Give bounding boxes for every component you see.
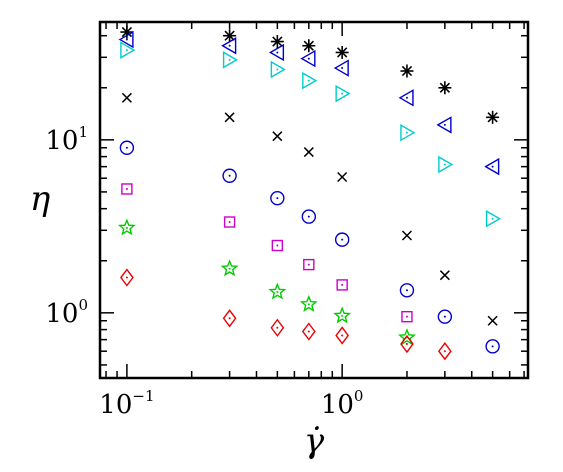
data-point-star <box>268 282 287 300</box>
data-point-triangle-right <box>120 41 136 59</box>
data-point-asterisk <box>270 35 284 49</box>
data-point-square <box>401 310 413 323</box>
data-point-triangle-left <box>484 157 500 176</box>
y-tick-label: 100 <box>45 296 88 329</box>
data-point-circle <box>334 232 350 247</box>
data-point-asterisk <box>486 110 500 124</box>
y-axis-label: η <box>30 179 51 219</box>
x-tick-label: 100 <box>321 387 364 420</box>
x-tick-labels: 10−1 100 <box>99 387 363 420</box>
data-point-triangle-right <box>400 123 416 142</box>
data-point-circle <box>270 190 285 206</box>
data-point-star <box>220 259 239 277</box>
data-point-cross <box>303 147 314 158</box>
data-point-triangle-right <box>438 155 454 174</box>
data-point-star <box>333 306 352 324</box>
data-point-square <box>223 216 236 228</box>
data-point-star <box>117 218 136 236</box>
data-point-triangle-left <box>436 116 452 134</box>
data-point-asterisk <box>120 25 134 39</box>
data-point-cross <box>121 92 132 103</box>
data-points <box>117 25 502 361</box>
data-point-cross <box>337 171 348 183</box>
x-axis-label: γ̇ <box>304 421 325 461</box>
data-point-triangle-left <box>268 43 285 62</box>
data-point-cross <box>401 230 412 241</box>
data-point-circle <box>399 283 415 298</box>
data-point-asterisk <box>223 29 237 43</box>
data-point-circle <box>119 140 135 155</box>
data-point-circle <box>222 168 237 183</box>
data-point-square <box>271 239 284 252</box>
data-point-triangle-left <box>118 30 134 49</box>
data-point-square <box>336 279 348 291</box>
data-point-triangle-right <box>270 60 286 79</box>
data-point-star <box>299 294 318 312</box>
data-point-diamond <box>222 309 237 328</box>
data-point-cross <box>439 270 450 281</box>
data-point-square <box>303 258 315 271</box>
data-point-asterisk <box>400 64 414 78</box>
y-tick-labels: 100 101 <box>45 123 88 329</box>
data-point-diamond <box>437 342 452 361</box>
data-point-cross <box>487 315 498 326</box>
data-point-circle <box>437 309 453 324</box>
data-point-triangle-left <box>333 59 349 77</box>
y-tick-label: 101 <box>45 123 88 156</box>
data-point-diamond <box>120 268 134 287</box>
data-point-asterisk <box>335 45 349 59</box>
data-point-asterisk <box>302 39 316 53</box>
data-point-diamond <box>270 318 285 337</box>
data-point-circle <box>485 339 500 354</box>
data-point-square <box>121 183 133 195</box>
data-point-triangle-right <box>222 51 239 69</box>
data-point-triangle-right <box>335 84 351 103</box>
data-point-cross <box>224 112 235 123</box>
data-point-diamond <box>301 322 316 341</box>
data-point-triangle-right <box>302 71 318 90</box>
data-point-circle <box>301 209 317 224</box>
data-point-asterisk <box>438 81 452 95</box>
axis-ticks <box>100 22 528 378</box>
data-point-diamond <box>400 334 414 354</box>
data-point-triangle-right <box>485 210 502 228</box>
data-point-diamond <box>335 326 350 345</box>
plot-frame <box>98 20 530 380</box>
data-point-triangle-left <box>221 37 237 55</box>
data-point-cross <box>272 131 283 142</box>
x-tick-label: 10−1 <box>99 387 154 420</box>
data-point-triangle-left <box>300 49 316 68</box>
data-point-triangle-left <box>398 89 414 107</box>
